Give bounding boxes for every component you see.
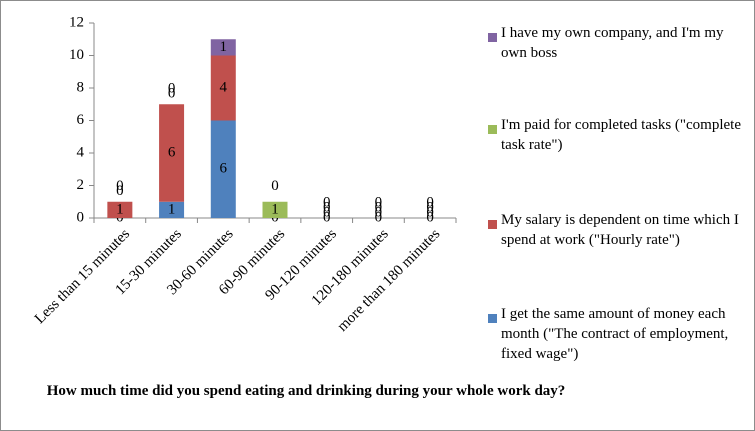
data-label: 6 [220,161,228,177]
data-label: 0 [426,209,434,225]
legend-label: I'm paid for completed tasks ("complete … [501,117,741,153]
legend-label: I get the same amount of money each mont… [501,306,729,362]
data-label: 0 [168,86,176,102]
y-tick-label: 12 [69,14,84,30]
data-label: 0 [323,194,331,210]
data-label: 0 [323,204,331,220]
x-tick-label: more than 180 minutes [335,226,444,335]
bar-segment [210,39,236,56]
legend-swatch [488,33,497,42]
x-tick-label: Less than 15 minutes [32,226,133,327]
data-label: 0 [426,199,434,215]
data-label: 0 [323,199,331,215]
bar-segment [262,201,288,218]
data-label: 0 [168,81,176,97]
legend-swatch [488,314,497,323]
data-label: 0 [375,209,383,225]
y-tick-label: 4 [77,144,85,160]
data-label: 0 [375,199,383,215]
bar-segment [210,55,236,121]
data-label: 0 [426,204,434,220]
data-label: 0 [426,194,434,210]
data-label: 1 [116,201,124,217]
y-tick-label: 8 [77,79,85,95]
y-tick-label: 10 [69,47,84,63]
data-label: 0 [116,183,124,199]
legend-label: I have my own company, and I'm my own bo… [501,25,724,61]
legend-swatch [488,220,497,229]
data-label: 6 [168,144,176,160]
bar-segment [210,120,236,218]
y-tick-label: 0 [77,209,85,225]
y-tick-label: 6 [77,112,85,128]
data-label: 1 [168,201,176,217]
data-label: 0 [271,178,279,194]
data-label: 0 [323,209,331,225]
bar-segment [107,201,133,218]
data-label: 4 [220,79,228,95]
data-label: 1 [271,201,279,217]
y-tick-label: 2 [77,177,85,193]
chart-title: How much time did you spend eating and d… [46,383,566,399]
bar-segment [159,201,185,218]
bar-segment [159,104,185,202]
data-label: 0 [116,178,124,194]
data-label: 0 [375,204,383,220]
data-label: 0 [375,194,383,210]
legend-label: My salary is dependent on time which I s… [501,212,739,248]
legend-swatch [488,125,497,134]
data-label: 1 [220,39,228,55]
